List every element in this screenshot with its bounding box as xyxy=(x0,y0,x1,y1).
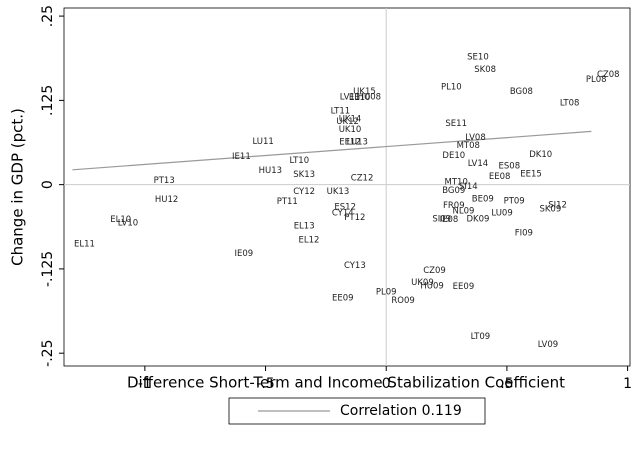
point-label: EE15 xyxy=(520,169,542,179)
point-label: DK09 xyxy=(466,215,489,225)
point-label: LU11 xyxy=(252,137,273,147)
x-tick-label: -1 xyxy=(138,376,152,392)
point-label: PT12 xyxy=(344,213,365,223)
y-tick-label: -.125 xyxy=(40,251,56,287)
point-label: EE12 xyxy=(339,138,361,148)
point-label: CY14 xyxy=(332,208,354,218)
point-label: SI12 xyxy=(548,200,567,210)
point-label: CY13 xyxy=(344,261,366,271)
point-label: UK15 xyxy=(353,87,376,97)
point-label: HU12 xyxy=(155,195,178,205)
point-label: CY12 xyxy=(293,187,315,197)
point-label: PT11 xyxy=(277,197,298,207)
point-label: PL08 xyxy=(586,75,607,85)
point-label: SE10 xyxy=(467,53,489,63)
point-label: EE08 xyxy=(489,172,511,182)
point-label: LV14 xyxy=(468,159,488,169)
point-label: ES08 xyxy=(499,161,521,171)
point-label: SK13 xyxy=(293,170,315,180)
x-tick-label: 0 xyxy=(382,376,391,392)
point-label: UK10 xyxy=(339,125,362,135)
point-label: MT08 xyxy=(457,141,480,151)
point-label: LT10 xyxy=(290,156,310,166)
y-tick-label: .125 xyxy=(40,85,56,116)
x-tick-label: 1 xyxy=(623,376,632,392)
point-label: HU13 xyxy=(259,166,282,176)
point-label: CZ08 xyxy=(597,70,620,80)
point-label: UK12 xyxy=(336,117,359,127)
point-label: LV10 xyxy=(118,219,138,229)
point-label: LU13 xyxy=(347,138,368,148)
y-tick-label: .25 xyxy=(40,5,56,27)
x-tick-label: -.5 xyxy=(256,376,274,392)
point-label: RO09 xyxy=(391,296,414,306)
point-label: LT09 xyxy=(471,332,491,342)
point-label: BG08 xyxy=(510,87,533,97)
y-tick-label: 0 xyxy=(40,180,56,189)
point-label: PL10 xyxy=(441,82,462,92)
point-label: UK13 xyxy=(327,187,350,197)
point-label: LV08 xyxy=(465,133,485,143)
point-label: SK09 xyxy=(539,204,561,214)
point-label: FR09 xyxy=(443,201,465,211)
point-label: BE09 xyxy=(472,194,494,204)
point-label: UK09 xyxy=(411,278,434,288)
legend-label: Correlation 0.119 xyxy=(340,403,462,419)
fit-line xyxy=(72,130,592,171)
point-label: LV09 xyxy=(538,340,558,350)
point-label: CZ12 xyxy=(351,173,374,183)
point-label: SI14 xyxy=(459,182,478,192)
point-label: PL09 xyxy=(376,287,397,297)
y-tick-label: -.25 xyxy=(40,340,56,367)
point-label: SK08 xyxy=(474,65,496,75)
point-label: NL09 xyxy=(452,206,474,216)
point-label: EE10 xyxy=(349,93,371,103)
point-label: LT11 xyxy=(331,107,351,117)
point-label: EL11 xyxy=(74,239,95,249)
point-label: CZ09 xyxy=(423,266,446,276)
x-tick-label: .5 xyxy=(500,376,513,392)
point-label: MT10 xyxy=(445,177,468,187)
x-axis-label: Difference Short-Term and Income Stabili… xyxy=(127,374,565,392)
point-label: EE09 xyxy=(332,293,354,303)
point-label: ES12 xyxy=(334,202,356,212)
point-label: FI09 xyxy=(515,229,533,239)
point-label: DK10 xyxy=(529,150,552,160)
point-label: BG09 xyxy=(442,186,465,196)
point-label: LV11 xyxy=(340,92,360,102)
point-label: LU09 xyxy=(491,208,512,218)
plot-frame xyxy=(63,7,631,367)
point-label: EL12 xyxy=(299,235,320,245)
point-label: SI09 xyxy=(432,215,451,225)
point-label: DE10 xyxy=(442,151,465,161)
point-label: HU09 xyxy=(420,281,443,291)
point-label: SE11 xyxy=(445,119,467,129)
point-label: IE11 xyxy=(232,152,251,162)
point-label: EL10 xyxy=(110,215,131,225)
y-axis-label: Change in GDP (pct.) xyxy=(9,108,27,266)
point-label: IE09 xyxy=(234,249,253,259)
point-label: EL13 xyxy=(294,221,315,231)
point-label: PT13 xyxy=(154,176,175,186)
point-label: UK14 xyxy=(339,115,362,125)
point-label: HU08 xyxy=(358,92,381,102)
point-label: PT09 xyxy=(504,196,525,206)
point-label: IE08 xyxy=(440,215,459,225)
point-label: LT08 xyxy=(560,99,580,109)
point-label: EE09 xyxy=(453,282,475,292)
